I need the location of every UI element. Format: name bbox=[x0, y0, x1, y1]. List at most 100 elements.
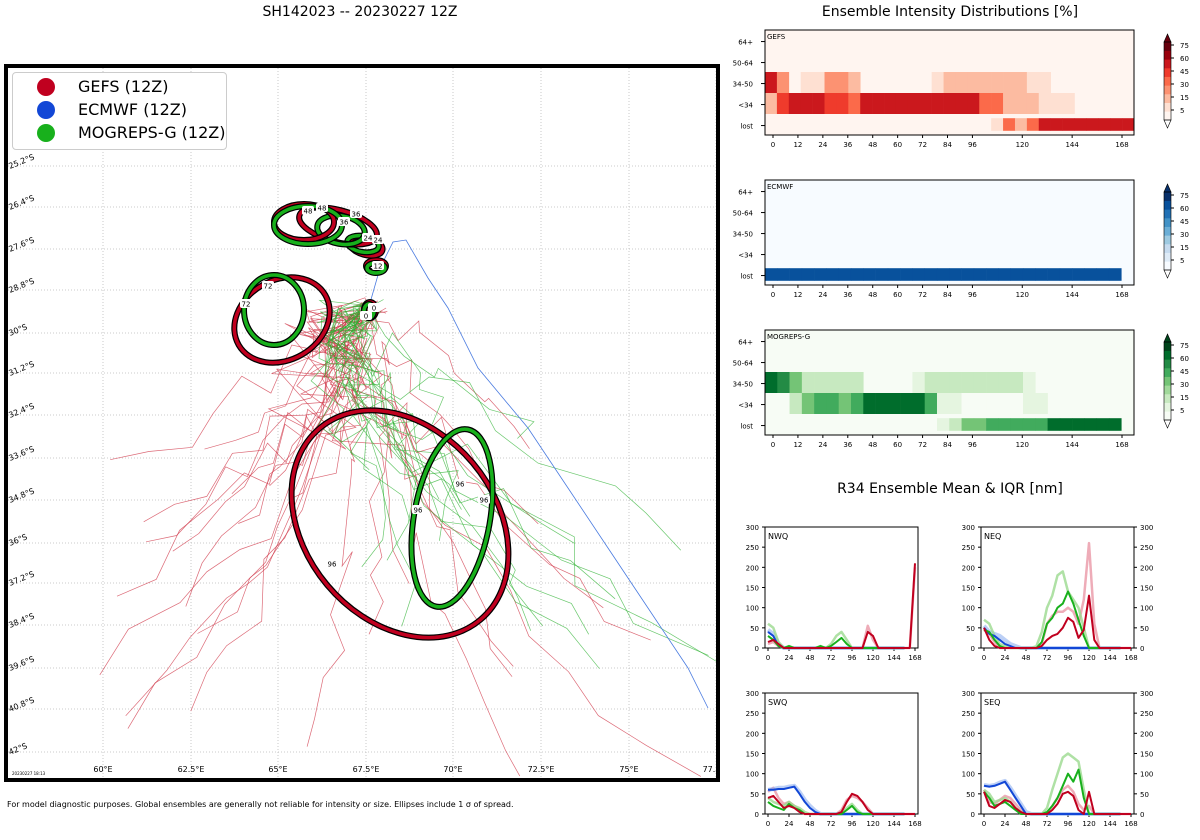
ellipse-tag-bg bbox=[362, 233, 374, 242]
heatmap-cell bbox=[998, 393, 1012, 414]
heatmap-frame bbox=[764, 179, 1135, 286]
colorbar-tick-label: 45 bbox=[1180, 218, 1189, 226]
r34-title: R34 Ensemble Mean & IQR [nm] bbox=[837, 481, 1063, 497]
ellipse-tag-bg bbox=[454, 479, 466, 488]
heatmap-x-label: 72 bbox=[918, 291, 927, 299]
heatmap-cell bbox=[1108, 418, 1122, 431]
heatmap-row-label: 34-50 bbox=[733, 381, 753, 389]
heatmap-cell bbox=[1003, 93, 1016, 114]
r34-y-label: 200 bbox=[746, 730, 759, 738]
legend-item-ecmwf: ECMWF (12Z) bbox=[23, 99, 223, 121]
heatmap-cell bbox=[931, 72, 944, 93]
r34-panel-label: NWQ bbox=[768, 532, 788, 541]
heatmap-cell bbox=[1022, 372, 1036, 393]
colorbar-swatch bbox=[1164, 235, 1171, 245]
r34-x-label: 24 bbox=[1001, 820, 1010, 828]
r34-y-label: 200 bbox=[962, 730, 975, 738]
model-legend: GEFS (12Z) ECMWF (12Z) MOGREPS-G (12Z) bbox=[12, 72, 227, 150]
r34-panel-label: NEQ bbox=[984, 532, 1001, 541]
heatmap-cell bbox=[961, 372, 975, 393]
heatmap-x-label: 120 bbox=[1016, 441, 1029, 449]
colorbar-top-arrow bbox=[1163, 33, 1172, 43]
colorbar-swatch bbox=[1164, 209, 1171, 219]
mogreps-track bbox=[335, 311, 543, 627]
heatmap-cell bbox=[986, 372, 999, 393]
r34-y-label: 250 bbox=[746, 710, 759, 718]
heatmap-cell bbox=[1038, 93, 1051, 114]
heatmap-cell bbox=[943, 93, 956, 114]
r34-y-label: 50 bbox=[966, 625, 975, 633]
heatmap-cell bbox=[765, 72, 778, 93]
heatmap-cell bbox=[776, 93, 790, 114]
heatmap-cell bbox=[814, 268, 827, 281]
heatmap-x-label: 60 bbox=[893, 441, 902, 449]
heatmap-cell bbox=[895, 93, 909, 114]
heatmap-cell bbox=[949, 372, 962, 393]
colorbar-swatch bbox=[1164, 394, 1171, 403]
heatmap-x-label: 24 bbox=[818, 441, 827, 449]
ellipse-tag-bg bbox=[372, 235, 384, 244]
heatmap-cell bbox=[1084, 418, 1098, 431]
r34-x-label: 96 bbox=[848, 820, 857, 828]
intensity-panel-ecmwf: ECMWF 64+ 50-64 34-50 <34 lost 0 12 24 36 48 60 72 84… bbox=[733, 179, 1189, 299]
heatmap-cell bbox=[826, 372, 840, 393]
mogreps-marker-icon bbox=[37, 124, 55, 142]
r34-y-label: 50 bbox=[750, 625, 759, 633]
colorbar-swatch bbox=[1164, 50, 1171, 60]
r34-x-label: 96 bbox=[848, 654, 857, 662]
heatmap-cell bbox=[955, 72, 968, 93]
heatmap-cell bbox=[1084, 268, 1098, 281]
legend-label-mogreps: MOGREPS-G (12Z) bbox=[78, 123, 226, 142]
heatmap-cell bbox=[961, 268, 975, 281]
heatmap-panel-label: GEFS bbox=[767, 33, 786, 41]
gefs-track bbox=[143, 305, 371, 523]
ellipse-tag-bg bbox=[262, 281, 274, 290]
r34-y-label: 250 bbox=[962, 544, 975, 552]
heatmap-cell bbox=[777, 393, 790, 414]
heatmap-panel-label: ECMWF bbox=[767, 183, 793, 191]
gefs-track bbox=[306, 305, 374, 747]
heatmap-cell bbox=[850, 268, 864, 281]
heatmap-cell bbox=[1072, 268, 1085, 281]
heatmap-cell bbox=[986, 393, 999, 414]
colorbar-tick-label: 30 bbox=[1180, 81, 1189, 89]
heatmap-x-label: 168 bbox=[1115, 141, 1128, 149]
heatmap-cell bbox=[1026, 93, 1040, 114]
heatmap-cell bbox=[765, 268, 778, 281]
ellipse-tag-bg bbox=[326, 559, 338, 568]
heatmap-cell bbox=[949, 268, 962, 281]
heatmap-cell bbox=[814, 393, 827, 414]
lat-label: 26.4°S bbox=[8, 193, 36, 211]
colorbar-frame bbox=[1163, 341, 1172, 421]
r34-y-label: 100 bbox=[746, 605, 759, 613]
colorbar-swatch bbox=[1164, 402, 1171, 412]
r34-x-label: 48 bbox=[1022, 654, 1031, 662]
heatmap-cell bbox=[986, 268, 999, 281]
heatmap-x-label: 60 bbox=[893, 141, 902, 149]
heatmap-cell bbox=[1010, 418, 1024, 431]
ellipse-tag-bg bbox=[412, 505, 424, 514]
heatmap-cell bbox=[961, 418, 975, 431]
r34-y-label: 250 bbox=[962, 710, 975, 718]
heatmap-row-label: 64+ bbox=[738, 39, 753, 47]
colorbar-tick-label: 30 bbox=[1180, 231, 1189, 239]
heatmap-row-label: lost bbox=[740, 423, 753, 431]
heatmap-x-label: 12 bbox=[793, 291, 802, 299]
heatmap-cell bbox=[789, 268, 803, 281]
heatmap-cell bbox=[1059, 268, 1073, 281]
r34-x-label: 168 bbox=[908, 654, 921, 662]
lat-label: 40.8°S bbox=[8, 695, 36, 713]
heatmap-cell bbox=[812, 93, 825, 114]
gefs-track bbox=[172, 302, 363, 552]
heatmap-cell bbox=[1062, 118, 1075, 131]
lat-label: 25.2°S bbox=[8, 152, 36, 170]
heatmap-cell bbox=[1003, 72, 1016, 93]
heatmap-cell bbox=[1014, 72, 1028, 93]
heatmap-cell bbox=[900, 268, 913, 281]
heatmap-x-label: 168 bbox=[1115, 441, 1128, 449]
lon-label: 65°E bbox=[268, 765, 287, 774]
mogreps-track bbox=[346, 304, 600, 669]
heatmap-cell bbox=[1098, 118, 1111, 131]
track-map[interactable]: 60°E 62.5°E 65°E 67.5°E 70°E 72.5°E 75°E 77.5°E… bbox=[4, 64, 720, 782]
heatmap-cell bbox=[875, 268, 889, 281]
